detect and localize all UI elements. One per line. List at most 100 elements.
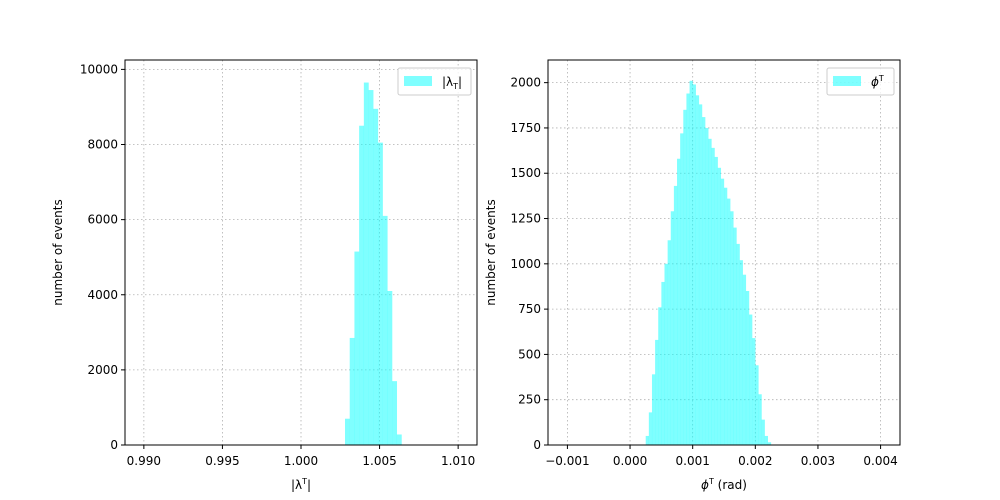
y-axis-label: number of events <box>484 199 498 305</box>
histogram-bar <box>698 104 703 445</box>
y-tick-label: 8000 <box>87 138 118 152</box>
histogram-bars <box>645 80 772 446</box>
histogram-bar <box>392 381 398 445</box>
legend: ϕT <box>826 67 895 96</box>
histogram-bar <box>658 307 662 445</box>
histogram-bar <box>664 263 668 445</box>
histogram-bar <box>368 90 374 446</box>
histogram-bars <box>345 82 402 446</box>
histogram-bar <box>363 82 369 445</box>
histogram-bar <box>749 314 753 445</box>
histogram-bar <box>702 117 706 445</box>
x-axis-label: ϕT (rad) <box>701 477 747 492</box>
legend-label: |λT| <box>442 75 462 91</box>
histogram-bar <box>354 251 360 445</box>
histogram-bar <box>736 243 740 445</box>
x-tick-label: 0.990 <box>127 454 161 468</box>
histogram-bar <box>714 156 718 445</box>
plot-frame <box>547 59 901 446</box>
y-tick-label: 1000 <box>510 257 541 271</box>
y-axis-ticks: 0 2000 4000 6000 8000 10000 <box>80 62 125 452</box>
y-tick-label: 1500 <box>510 166 541 180</box>
x-tick-label: 0.004 <box>863 454 897 468</box>
histogram-bar <box>761 419 765 445</box>
y-tick-label: 6000 <box>87 213 118 227</box>
histogram-bar <box>717 167 722 446</box>
legend-swatch <box>404 76 432 86</box>
histogram-bar <box>767 442 772 445</box>
y-tick-label: 0 <box>110 438 118 452</box>
x-tick-label: 1.010 <box>441 454 475 468</box>
histogram-bar <box>752 338 756 445</box>
x-tick-label: 1.005 <box>362 454 396 468</box>
x-tick-label: 0.000 <box>613 454 647 468</box>
histogram-bar <box>724 187 728 445</box>
histogram-bar <box>680 133 684 445</box>
histogram-bar <box>686 93 690 446</box>
histogram-bar <box>396 434 402 445</box>
y-tick-label: 4000 <box>87 288 118 302</box>
x-tick-label: 0.995 <box>205 454 239 468</box>
histogram-bar <box>648 412 653 445</box>
histogram-bar <box>708 138 712 445</box>
histogram-bar <box>667 240 671 445</box>
x-tick-label: 0.002 <box>738 454 772 468</box>
y-tick-label: 750 <box>518 302 541 316</box>
x-axis-ticks: 0.990 0.995 1.000 1.005 1.010 <box>127 445 475 468</box>
histogram-bar <box>755 365 759 445</box>
y-tick-label: 10000 <box>80 62 118 76</box>
histogram-bar <box>689 80 693 445</box>
x-axis-label: |λT| <box>291 477 311 492</box>
x-axis-ticks: −0.001 0.000 0.001 0.002 0.003 0.004 <box>545 445 898 468</box>
histogram-bar <box>661 281 665 445</box>
histogram-bar <box>378 142 383 445</box>
histogram-bar <box>720 178 725 445</box>
y-tick-label: 1250 <box>510 212 541 226</box>
histogram-bar <box>733 227 737 445</box>
histogram-bar <box>742 274 747 445</box>
legend-swatch <box>833 76 861 86</box>
y-tick-label: 2000 <box>510 76 541 90</box>
plot-frame <box>124 59 478 446</box>
histogram-bar <box>651 374 656 445</box>
legend-label: ϕT <box>871 74 884 89</box>
histogram-bar <box>673 185 678 445</box>
y-tick-label: 1750 <box>510 121 541 135</box>
histogram-bar <box>764 435 768 445</box>
histogram-bar <box>345 418 350 445</box>
x-tick-label: 0.001 <box>676 454 710 468</box>
histogram-bar <box>758 394 762 445</box>
histogram-bar <box>645 435 649 445</box>
histogram-bar <box>711 147 715 445</box>
histogram-bar <box>695 95 700 446</box>
y-axis-ticks: 0 250 500 750 1000 1250 1500 1750 2000 <box>510 76 548 452</box>
histogram-bar <box>727 198 731 445</box>
y-tick-label: 2000 <box>87 363 118 377</box>
x-tick-label: −0.001 <box>545 454 589 468</box>
histogram-bar <box>373 108 379 445</box>
legend-box <box>397 67 472 96</box>
histogram-bar <box>739 260 743 445</box>
histogram-bar <box>745 291 750 445</box>
histogram-bar <box>655 339 659 445</box>
phi-histogram-panel: −0.001 0.000 0.001 0.002 0.003 0.004 0 250 500 7… <box>484 59 901 492</box>
legend: |λT| <box>397 67 472 96</box>
histogram-bar <box>677 158 681 445</box>
y-tick-label: 0 <box>533 438 541 452</box>
histogram-bar <box>349 337 355 445</box>
histogram-bar <box>670 211 675 445</box>
histogram-bar <box>382 215 388 445</box>
histogram-bar <box>359 125 365 446</box>
y-tick-label: 250 <box>518 393 541 407</box>
histogram-bar <box>387 291 393 445</box>
histogram-bar <box>683 109 687 445</box>
histogram-bar <box>730 211 734 445</box>
lambda-histogram-panel: 0.990 0.995 1.000 1.005 1.010 0 2000 4000 6000 8… <box>51 59 478 492</box>
y-axis-label: number of events <box>51 199 65 305</box>
y-tick-label: 500 <box>518 347 541 361</box>
x-tick-label: 1.000 <box>284 454 318 468</box>
histogram-bar <box>705 127 709 446</box>
histogram-bar <box>692 84 696 445</box>
x-tick-label: 0.003 <box>801 454 835 468</box>
